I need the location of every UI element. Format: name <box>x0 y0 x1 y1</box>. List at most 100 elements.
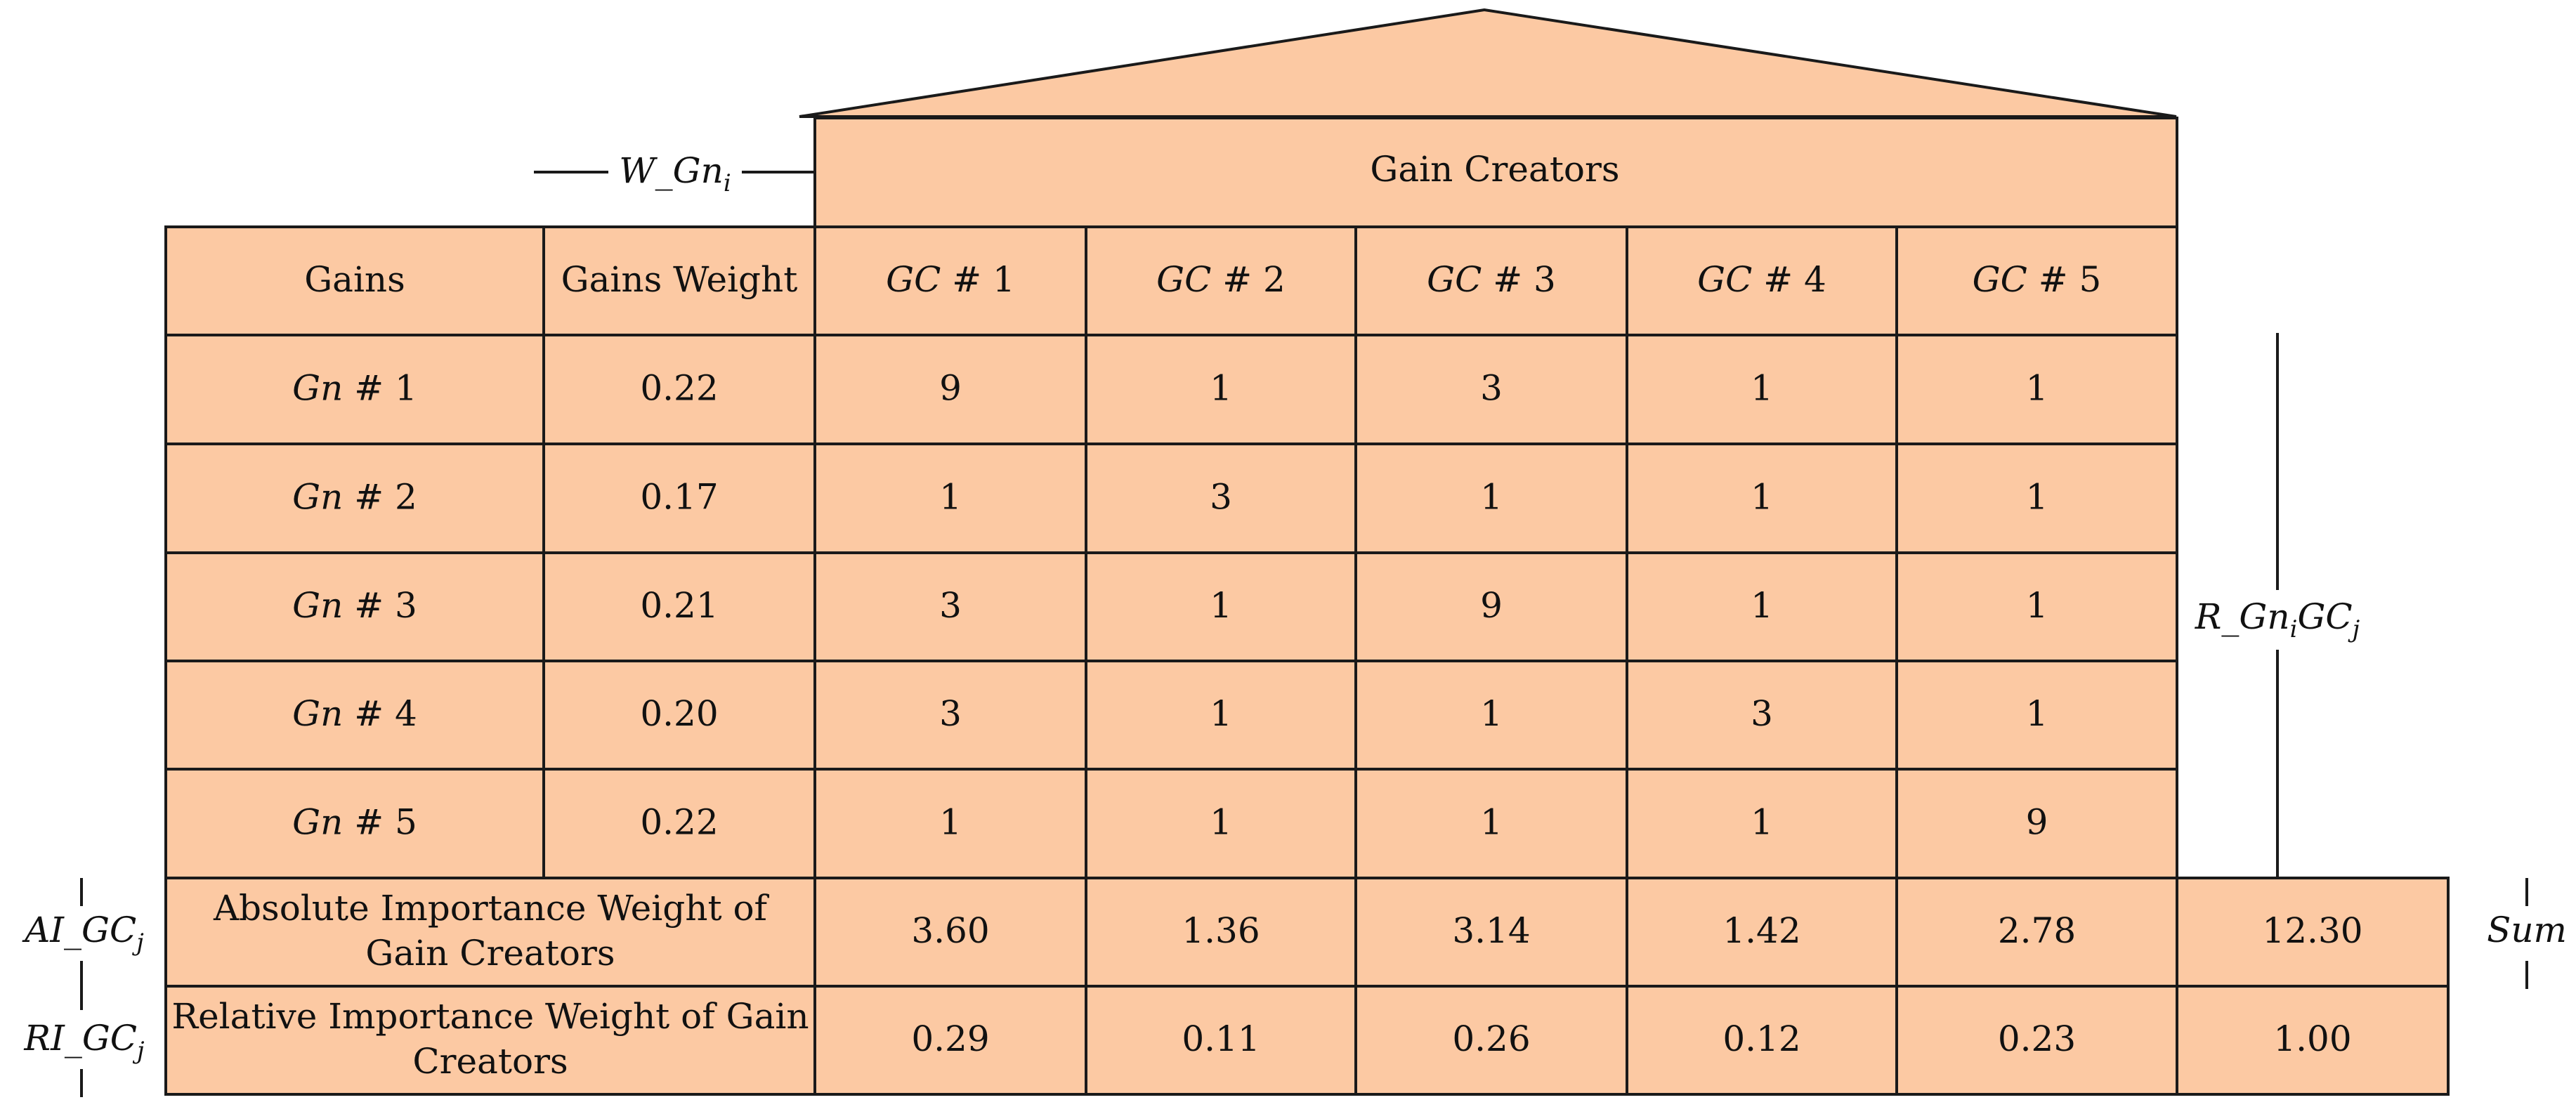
relation-cell-5-3 <box>1354 768 1628 879</box>
ai-symbol: AI_GCj <box>22 910 144 957</box>
relation-value-5-3: 1 <box>1480 802 1503 843</box>
gain-name-3: Gn # 3 <box>292 585 417 626</box>
relation-value-4-5: 1 <box>2026 693 2048 734</box>
ai-sum-cell <box>2176 877 2450 988</box>
relation-value-2-4: 1 <box>1751 477 1773 518</box>
ai-value-1: 3.60 <box>911 910 989 951</box>
relation-value-1-3: 3 <box>1480 368 1503 409</box>
relation-cell-5-4 <box>1626 768 1898 879</box>
gain-name-cell-3 <box>164 551 545 662</box>
ri-cell-5 <box>1895 985 2178 1096</box>
relation-cell-2-4 <box>1626 443 1898 554</box>
relation-symbol: R_GniGCj <box>2195 596 2360 643</box>
relation-cell-5-2 <box>1085 768 1357 879</box>
sum-label: Sum <box>2487 910 2567 950</box>
ri-value-1: 0.29 <box>911 1018 989 1059</box>
relation-value-3-4: 1 <box>1751 585 1773 626</box>
gain-weight-cell-4 <box>542 660 816 771</box>
relation-cell-2-1 <box>813 443 1087 554</box>
gain-weight-cell-2 <box>542 443 816 554</box>
gain-name-5: Gn # 5 <box>292 802 417 843</box>
relation-cell-2-3 <box>1354 443 1628 554</box>
ri-label-line1: Relative Importance Weight of Gain <box>171 996 809 1037</box>
gain-name-cell-2 <box>164 443 545 554</box>
ri-label-cell <box>164 985 816 1096</box>
ai-cell-2 <box>1085 877 1357 988</box>
relation-value-3-2: 1 <box>1210 585 1232 626</box>
relation-cell-4-4 <box>1626 660 1898 771</box>
relation-cell-1-2 <box>1085 334 1357 445</box>
relation-value-1-1: 9 <box>939 368 962 409</box>
relation-cell-3-3 <box>1354 551 1628 662</box>
header-gc-label-3: GC # 3 <box>1427 259 1556 300</box>
gain-name-2: Gn # 2 <box>292 477 417 518</box>
relation-value-3-5: 1 <box>2026 585 2048 626</box>
ai-value-3: 3.14 <box>1452 910 1530 951</box>
relation-value-4-4: 3 <box>1751 693 1773 734</box>
relation-cell-1-1 <box>813 334 1087 445</box>
relation-value-2-1: 1 <box>939 477 962 518</box>
gain-weight-2: 0.17 <box>640 477 718 518</box>
header-gc-label-4: GC # 4 <box>1697 259 1826 300</box>
gain-name-1: Gn # 1 <box>292 368 417 409</box>
ai-value-2: 1.36 <box>1182 910 1260 951</box>
ri-label-line2: Creators <box>412 1041 568 1082</box>
relation-cell-1-5 <box>1895 334 2178 445</box>
gain-weight-1: 0.22 <box>640 368 718 409</box>
header-gc-cell-4 <box>1626 225 1898 336</box>
relation-value-1-2: 1 <box>1210 368 1232 409</box>
relation-value-5-1: 1 <box>939 802 962 843</box>
relation-cell-4-5 <box>1895 660 2178 771</box>
header-gc-cell-3 <box>1354 225 1628 336</box>
relation-value-4-3: 1 <box>1480 693 1503 734</box>
relation-value-4-1: 3 <box>939 693 962 734</box>
ri-cell-3 <box>1354 985 1628 1096</box>
ai-value-5: 2.78 <box>1998 910 2076 951</box>
gain-creators-title: Gain Creators <box>1370 149 1619 190</box>
relation-value-2-5: 1 <box>2026 477 2048 518</box>
relation-value-2-3: 1 <box>1480 477 1503 518</box>
ri-sum-cell <box>2176 985 2450 1096</box>
weight-symbol: W_Gni <box>619 150 731 197</box>
relation-value-1-5: 1 <box>2026 368 2048 409</box>
relation-cell-4-2 <box>1085 660 1357 771</box>
header-gc-label-2: GC # 2 <box>1156 259 1286 300</box>
gain-weight-4: 0.20 <box>640 693 718 734</box>
gain-weight-cell-5 <box>542 768 816 879</box>
header-gc-label-5: GC # 5 <box>1973 259 2102 300</box>
relation-value-5-2: 1 <box>1210 802 1232 843</box>
gain-name-cell-4 <box>164 660 545 771</box>
relation-cell-3-5 <box>1895 551 2178 662</box>
ai-label-cell <box>164 877 816 988</box>
gain-creators-header <box>813 117 2178 228</box>
ri-sum-value: 1.00 <box>2273 1018 2351 1059</box>
gain-weight-3: 0.21 <box>640 585 718 626</box>
ri-value-2: 0.11 <box>1182 1018 1260 1059</box>
relation-cell-1-4 <box>1626 334 1898 445</box>
relationship-matrix: Gains Gains Weight GC # 1 GC # 2 GC # 3 GC # … <box>164 225 2178 879</box>
ri-cell-4 <box>1626 985 1898 1096</box>
ai-value-4: 1.42 <box>1722 910 1800 951</box>
relation-value-3-1: 3 <box>939 585 962 626</box>
relation-cell-2-5 <box>1895 443 2178 554</box>
relation-value-3-3: 9 <box>1480 585 1503 626</box>
ri-cell-1 <box>813 985 1087 1096</box>
gain-name-4: Gn # 4 <box>292 693 417 734</box>
header-gc-cell-1 <box>813 225 1087 336</box>
header-gc-label-1: GC # 1 <box>886 259 1015 300</box>
ai-cell-4 <box>1626 877 1898 988</box>
relation-value-4-2: 1 <box>1210 693 1232 734</box>
ri-value-3: 0.26 <box>1452 1018 1530 1059</box>
ri-cell-2 <box>1085 985 1357 1096</box>
header-weight-cell <box>542 225 816 336</box>
gain-weight-5: 0.22 <box>640 802 718 843</box>
relation-value-5-4: 1 <box>1751 802 1773 843</box>
header-gains-label: Gains <box>304 259 405 300</box>
ai-label-line1: Absolute Importance Weight of <box>213 888 770 929</box>
relation-cell-5-5 <box>1895 768 2178 879</box>
ai-sum-value: 12.30 <box>2262 910 2362 951</box>
ri-value-5: 0.23 <box>1998 1018 2076 1059</box>
roof <box>799 8 2177 118</box>
ri-value-4: 0.12 <box>1722 1018 1800 1059</box>
